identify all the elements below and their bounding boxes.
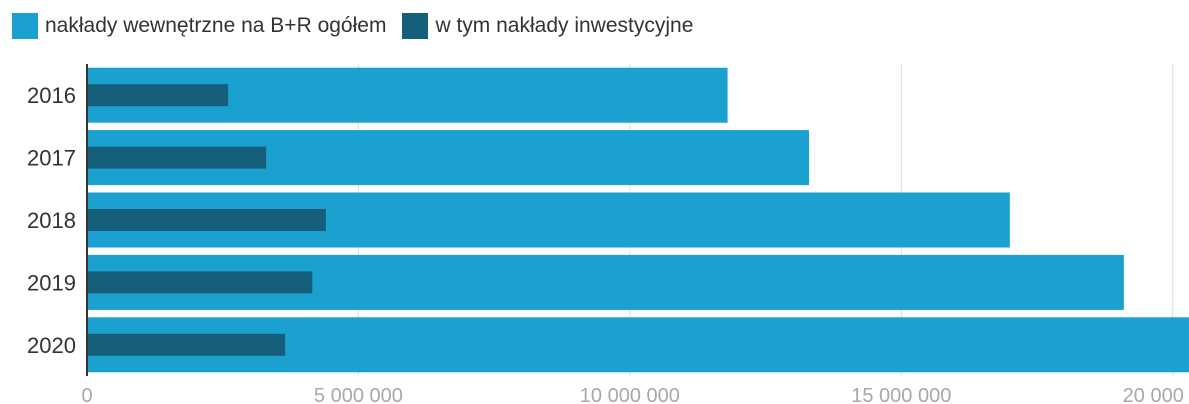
x-tick-label: 5 000 000 [314, 385, 403, 404]
category-labels: 2016 2017 2018 2019 2020 [27, 83, 76, 358]
x-tick-label: 10 000 000 [580, 385, 680, 404]
category-label-2020: 2020 [27, 333, 76, 358]
bar-investment-2020[interactable] [87, 333, 286, 356]
legend: nakłady wewnętrzne na B+R ogółem w tym n… [12, 10, 709, 42]
legend-item-total[interactable]: nakłady wewnętrzne na B+R ogółem [12, 13, 386, 39]
bar-investment-2019[interactable] [87, 271, 313, 294]
category-label-2016: 2016 [27, 83, 76, 108]
bar-investment-2017[interactable] [87, 146, 267, 169]
legend-item-investment[interactable]: w tym nakłady inwestycyjne [402, 13, 693, 39]
category-label-2018: 2018 [27, 208, 76, 233]
x-tick-label: 0 [81, 385, 92, 404]
legend-swatch-total [12, 13, 38, 39]
legend-label-total: nakłady wewnętrzne na B+R ogółem [45, 14, 387, 37]
legend-swatch-investment [402, 13, 429, 39]
bar-investment-2016[interactable] [87, 84, 229, 107]
category-label-2017: 2017 [27, 146, 76, 171]
category-label-2019: 2019 [27, 270, 76, 295]
bars [87, 67, 1189, 373]
x-tick-label: 15 000 000 [851, 385, 951, 404]
x-tick-labels: 0 5 000 000 10 000 000 15 000 000 20 000 000 [81, 385, 1189, 404]
legend-label-investment: w tym nakłady inwestycyjne [435, 14, 694, 37]
bar-investment-2018[interactable] [87, 209, 326, 231]
x-tick-label: 20 000 000 [1123, 385, 1189, 404]
